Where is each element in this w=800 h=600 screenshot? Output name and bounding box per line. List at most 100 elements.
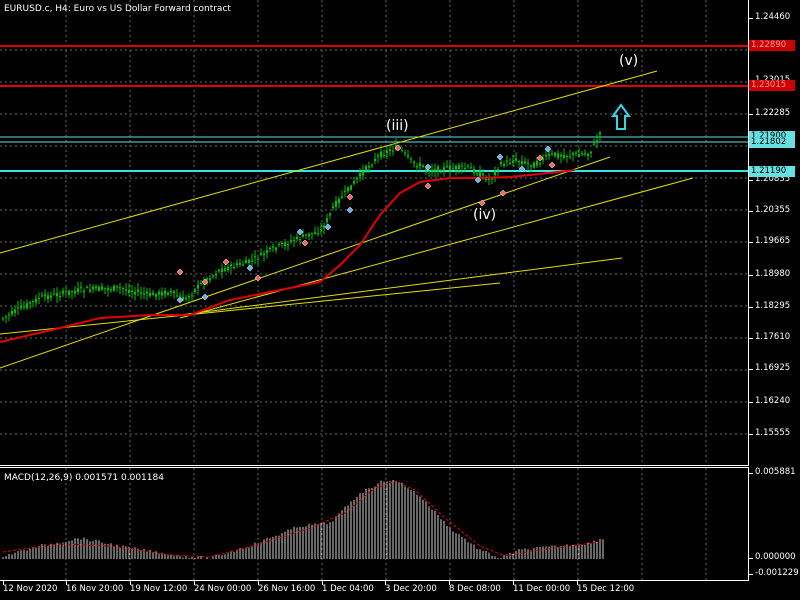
candle-body xyxy=(29,302,31,304)
candle-body xyxy=(242,264,244,266)
candle-body xyxy=(260,252,262,255)
candle-body xyxy=(332,206,334,209)
candle-body xyxy=(305,234,307,236)
macd-tick xyxy=(749,558,753,559)
fractal-markers xyxy=(176,144,556,304)
candle-body xyxy=(572,153,574,155)
candle-body xyxy=(119,287,121,289)
time-tick xyxy=(130,581,131,585)
time-label: 8 Dec 08:00 xyxy=(449,584,501,594)
price-scale[interactable]: 1.24460 1.23730 1.23015 1.22285 1.21555 … xyxy=(749,0,800,466)
candle-body xyxy=(308,233,310,237)
candle-body xyxy=(410,158,412,160)
candles xyxy=(2,130,601,324)
candle-body xyxy=(173,291,175,294)
fractal-marker xyxy=(324,223,332,231)
price-tick xyxy=(749,275,753,276)
time-axis[interactable]: 12 Nov 2020 16 Nov 20:00 19 Nov 12:00 24… xyxy=(0,581,748,600)
macd-scale[interactable]: 0.005881 0.000000 -0.001229 xyxy=(749,467,800,581)
candle-body xyxy=(272,246,274,248)
candle-body xyxy=(239,263,241,265)
candle-body xyxy=(176,295,178,297)
candle-body xyxy=(38,297,40,300)
candle-body xyxy=(50,295,52,298)
candle-body xyxy=(11,310,13,315)
candle-body xyxy=(473,168,475,174)
moving-average-line xyxy=(0,169,576,343)
candle-body xyxy=(59,296,61,298)
price-label: 1.22285 xyxy=(755,108,791,118)
candle-body xyxy=(533,162,535,168)
fractal-marker xyxy=(254,274,262,282)
chart-title: EURUSD.c, H4: Euro vs US Dollar Forward … xyxy=(4,4,231,14)
candle-body xyxy=(509,163,511,165)
wave-label-iv: (iv) xyxy=(473,207,497,223)
candle-body xyxy=(479,171,481,177)
candle-body xyxy=(47,295,49,300)
fractal-marker xyxy=(544,145,552,153)
candle-body xyxy=(488,178,490,180)
candle-body xyxy=(311,233,313,235)
price-label: 1.20835 xyxy=(755,174,791,184)
candle-body xyxy=(140,292,142,294)
candle-body xyxy=(401,149,403,151)
candle-body xyxy=(563,154,565,158)
candle-body xyxy=(389,149,391,151)
fractal-marker xyxy=(176,296,184,304)
candle-body xyxy=(467,165,469,167)
fractal-marker xyxy=(499,189,507,197)
trend-line xyxy=(179,257,623,316)
candle-body xyxy=(233,266,235,269)
candle-body xyxy=(350,185,352,190)
price-label: 1.20355 xyxy=(755,205,791,215)
time-tick xyxy=(3,581,4,585)
candle-body xyxy=(152,292,154,295)
price-chart-pane[interactable]: EURUSD.c, H4: Euro vs US Dollar Forward … xyxy=(0,0,749,466)
macd-grid xyxy=(65,468,707,580)
macd-canvas[interactable] xyxy=(0,468,748,580)
price-tag-cyan-upper: 1.21900 xyxy=(749,131,795,142)
candle-body xyxy=(206,278,208,281)
candle-body xyxy=(359,173,361,177)
candle-body xyxy=(251,260,253,262)
candle-body xyxy=(26,303,28,309)
candle-body xyxy=(380,151,382,158)
price-chart-canvas[interactable] xyxy=(0,0,748,465)
candle-body xyxy=(428,170,430,172)
candle-body xyxy=(362,171,364,176)
candle-body xyxy=(287,243,289,246)
macd-title: MACD(12,26,9) 0.001571 0.001184 xyxy=(4,473,164,483)
time-tick xyxy=(194,581,195,585)
time-tick xyxy=(385,581,386,585)
candle-body xyxy=(476,173,478,175)
candle-body xyxy=(317,233,319,235)
trend-line xyxy=(0,156,611,369)
price-label: 1.17610 xyxy=(755,332,791,342)
candle-body xyxy=(425,169,427,171)
candle-body xyxy=(455,165,457,170)
candle-body xyxy=(458,165,460,170)
candle-body xyxy=(521,161,523,165)
candle-body xyxy=(188,295,190,298)
candle-body xyxy=(536,160,538,166)
candle-body xyxy=(254,256,256,258)
fractal-marker xyxy=(201,293,209,301)
time-label: 26 Nov 16:00 xyxy=(258,584,316,594)
time-label: 16 Nov 20:00 xyxy=(66,584,124,594)
candle-body xyxy=(335,200,337,207)
candle-body xyxy=(14,309,16,313)
candle-body xyxy=(515,158,517,161)
time-tick xyxy=(66,581,67,585)
candle-body xyxy=(557,153,559,158)
candle-body xyxy=(2,318,4,320)
candle-body xyxy=(137,289,139,292)
candle-body xyxy=(80,287,82,289)
price-tick xyxy=(749,242,753,243)
candle-body xyxy=(200,282,202,284)
candle-body xyxy=(290,240,292,242)
price-tick xyxy=(749,211,753,212)
macd-pane[interactable]: MACD(12,26,9) 0.001571 0.001184 xyxy=(0,467,749,581)
candle-body xyxy=(323,225,325,229)
candle-body xyxy=(365,166,367,171)
